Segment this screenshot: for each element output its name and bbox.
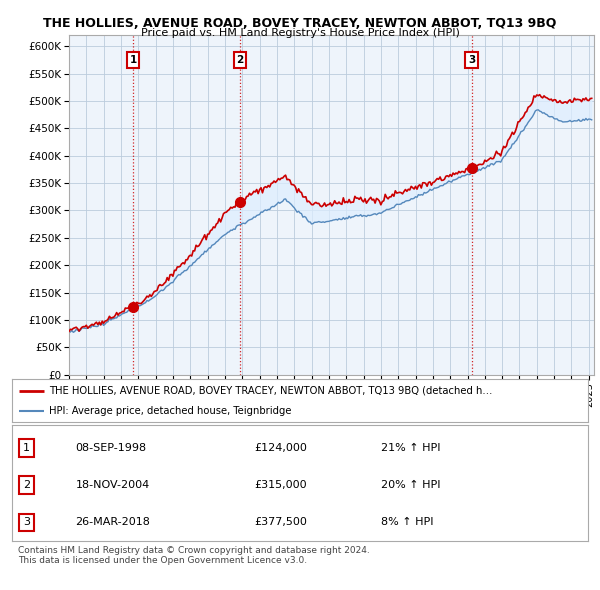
Text: 8% ↑ HPI: 8% ↑ HPI — [380, 517, 433, 527]
Text: THE HOLLIES, AVENUE ROAD, BOVEY TRACEY, NEWTON ABBOT, TQ13 9BQ (detached h…: THE HOLLIES, AVENUE ROAD, BOVEY TRACEY, … — [49, 386, 493, 396]
Text: HPI: Average price, detached house, Teignbridge: HPI: Average price, detached house, Teig… — [49, 407, 292, 416]
Text: THE HOLLIES, AVENUE ROAD, BOVEY TRACEY, NEWTON ABBOT, TQ13 9BQ: THE HOLLIES, AVENUE ROAD, BOVEY TRACEY, … — [43, 17, 557, 30]
Text: £377,500: £377,500 — [254, 517, 307, 527]
Text: £315,000: £315,000 — [254, 480, 307, 490]
Text: 26-MAR-2018: 26-MAR-2018 — [76, 517, 150, 527]
Text: Contains HM Land Registry data © Crown copyright and database right 2024.
This d: Contains HM Land Registry data © Crown c… — [18, 546, 370, 565]
Text: Price paid vs. HM Land Registry's House Price Index (HPI): Price paid vs. HM Land Registry's House … — [140, 28, 460, 38]
Text: 1: 1 — [130, 55, 137, 65]
Text: 20% ↑ HPI: 20% ↑ HPI — [380, 480, 440, 490]
Text: 1: 1 — [23, 443, 30, 453]
Text: £124,000: £124,000 — [254, 443, 307, 453]
Text: 18-NOV-2004: 18-NOV-2004 — [76, 480, 149, 490]
Text: 3: 3 — [23, 517, 30, 527]
Text: 08-SEP-1998: 08-SEP-1998 — [76, 443, 146, 453]
Text: 21% ↑ HPI: 21% ↑ HPI — [380, 443, 440, 453]
Text: 3: 3 — [468, 55, 475, 65]
Text: 2: 2 — [23, 480, 30, 490]
Text: 2: 2 — [236, 55, 244, 65]
